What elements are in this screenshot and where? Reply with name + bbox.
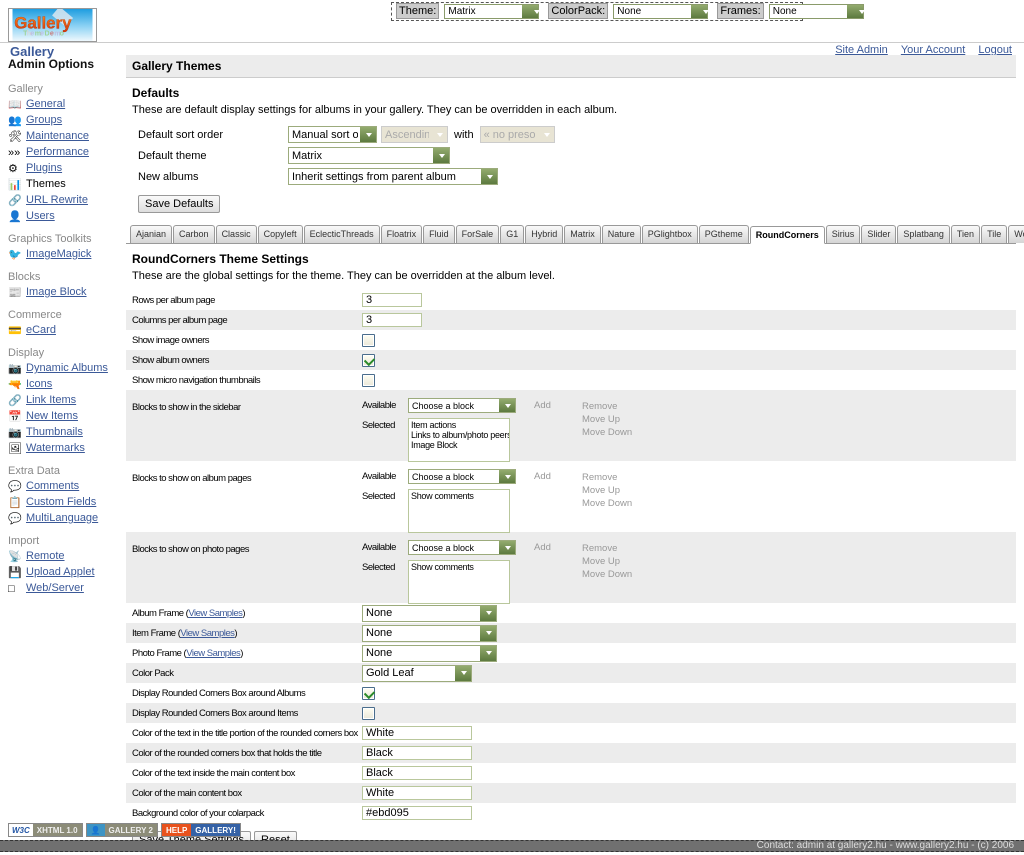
svg-text:e: e xyxy=(40,30,44,38)
svg-text:D: D xyxy=(45,30,50,38)
svg-text:o: o xyxy=(60,30,65,38)
svg-text:e: e xyxy=(50,30,54,38)
svg-text:e: e xyxy=(30,30,34,38)
